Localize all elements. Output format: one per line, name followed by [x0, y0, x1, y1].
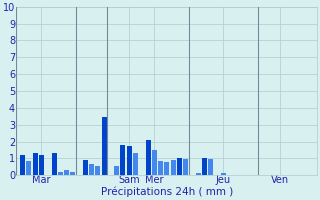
X-axis label: Précipitations 24h ( mm ): Précipitations 24h ( mm )	[101, 187, 233, 197]
Bar	[95, 166, 100, 175]
Bar	[127, 146, 132, 175]
Bar	[58, 172, 63, 175]
Bar	[120, 145, 125, 175]
Bar	[64, 170, 69, 175]
Bar	[152, 150, 157, 175]
Bar	[27, 161, 31, 175]
Bar	[202, 158, 207, 175]
Bar	[39, 155, 44, 175]
Bar	[208, 159, 213, 175]
Bar	[183, 159, 188, 175]
Bar	[33, 153, 38, 175]
Bar	[133, 153, 138, 175]
Bar	[196, 173, 201, 175]
Bar	[89, 164, 94, 175]
Bar	[83, 160, 88, 175]
Bar	[158, 161, 163, 175]
Bar	[114, 166, 119, 175]
Bar	[20, 155, 25, 175]
Bar	[102, 117, 107, 175]
Bar	[70, 172, 75, 175]
Bar	[52, 153, 57, 175]
Bar	[171, 160, 176, 175]
Bar	[177, 158, 182, 175]
Bar	[146, 140, 150, 175]
Bar	[164, 162, 169, 175]
Bar	[221, 173, 226, 175]
